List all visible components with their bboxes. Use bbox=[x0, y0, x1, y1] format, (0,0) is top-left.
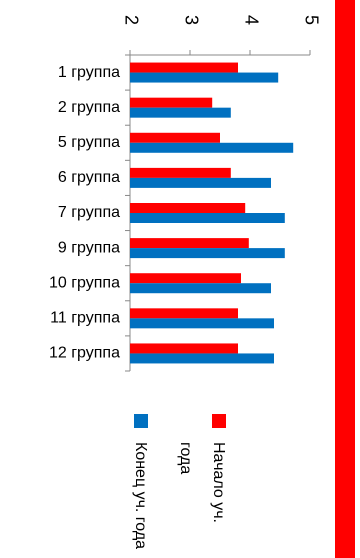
bar bbox=[130, 177, 271, 188]
bar bbox=[130, 107, 231, 118]
bar bbox=[130, 203, 246, 213]
bar bbox=[130, 142, 294, 153]
bar bbox=[130, 273, 241, 284]
bar bbox=[130, 132, 220, 143]
x-tick-label: 3 bbox=[181, 15, 201, 25]
x-tick-label: 2 bbox=[121, 15, 141, 25]
y-tick-label: 5 группа bbox=[58, 134, 120, 151]
y-tick-label: 6 группа bbox=[58, 169, 120, 186]
legend-label: Начало уч. года bbox=[177, 442, 227, 523]
y-tick-label: 9 группа bbox=[58, 239, 120, 256]
x-tick-label: 4 bbox=[241, 15, 261, 25]
bar bbox=[130, 248, 285, 259]
bar bbox=[130, 353, 274, 364]
bar bbox=[130, 238, 249, 249]
bar bbox=[130, 62, 238, 73]
bar bbox=[130, 72, 279, 83]
legend-label: Конец уч. года bbox=[132, 442, 149, 550]
side-band bbox=[335, 0, 355, 558]
bar bbox=[130, 308, 238, 319]
y-tick-label: 1 группа bbox=[58, 64, 120, 81]
bar bbox=[130, 343, 238, 354]
y-tick-label: 7 группа bbox=[58, 204, 120, 221]
bar bbox=[130, 167, 231, 178]
bar bbox=[130, 213, 285, 223]
bar bbox=[130, 318, 274, 329]
y-tick-label: 12 группа bbox=[49, 345, 120, 362]
legend-swatch bbox=[134, 414, 148, 428]
bar bbox=[130, 283, 271, 294]
y-tick-label: 2 группа bbox=[58, 99, 120, 116]
y-tick-label: 11 группа bbox=[50, 310, 120, 327]
x-tick-label: 5 bbox=[301, 15, 321, 25]
bar bbox=[130, 97, 213, 108]
legend-swatch bbox=[212, 414, 226, 428]
y-tick-label: 10 группа bbox=[49, 274, 120, 291]
